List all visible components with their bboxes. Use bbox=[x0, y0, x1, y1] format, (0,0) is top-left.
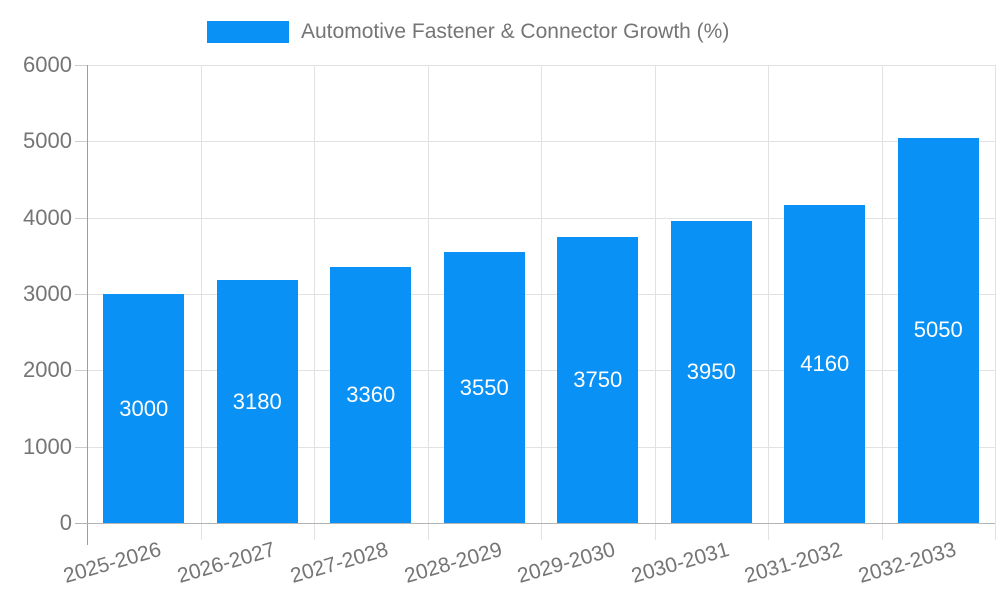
y-tick bbox=[75, 294, 87, 295]
x-axis-label: 2031-2032 bbox=[742, 538, 846, 588]
bar[interactable] bbox=[330, 266, 412, 523]
y-axis-line bbox=[87, 65, 88, 545]
legend: Automotive Fastener & Connector Growth (… bbox=[207, 21, 729, 43]
x-axis-label: 2030-2031 bbox=[628, 538, 732, 588]
x-axis-label: 2026-2027 bbox=[174, 538, 278, 588]
v-gridline bbox=[314, 65, 315, 540]
y-axis-label: 1000 bbox=[23, 433, 72, 459]
v-gridline bbox=[200, 65, 202, 540]
bar[interactable] bbox=[670, 221, 752, 523]
x-axis-baseline bbox=[75, 523, 995, 524]
bar-value-label: 3950 bbox=[686, 359, 736, 385]
legend-swatch bbox=[207, 21, 289, 43]
bar[interactable] bbox=[216, 280, 298, 523]
v-gridline bbox=[881, 65, 883, 540]
bar-value-label: 3180 bbox=[232, 388, 282, 414]
legend-label: Automotive Fastener & Connector Growth (… bbox=[301, 20, 730, 43]
y-tick bbox=[75, 217, 87, 219]
v-gridline bbox=[768, 65, 769, 540]
x-axis-label: 2025-2026 bbox=[61, 538, 165, 588]
v-gridline bbox=[654, 65, 656, 540]
x-axis-label: 2028-2029 bbox=[401, 538, 505, 588]
y-tick bbox=[75, 370, 87, 372]
bar[interactable] bbox=[103, 294, 185, 523]
x-axis-label: 2027-2028 bbox=[288, 538, 392, 588]
bar[interactable] bbox=[897, 137, 979, 523]
x-axis-label: 2032-2033 bbox=[855, 538, 959, 588]
x-axis-label: 2029-2030 bbox=[515, 538, 619, 588]
bar[interactable] bbox=[557, 236, 639, 523]
y-axis-label: 2000 bbox=[23, 357, 72, 383]
bar-value-label: 3360 bbox=[346, 381, 396, 407]
bar-value-label: 3000 bbox=[119, 395, 169, 421]
y-axis-label: 3000 bbox=[23, 281, 72, 306]
y-axis-label: 5000 bbox=[23, 128, 72, 154]
y-tick bbox=[75, 446, 87, 448]
bar[interactable] bbox=[784, 205, 866, 523]
v-gridline bbox=[995, 65, 996, 540]
bar-value-label: 5050 bbox=[913, 317, 963, 343]
y-tick bbox=[75, 141, 87, 143]
v-gridline bbox=[427, 65, 429, 540]
y-axis-label: 0 bbox=[59, 510, 72, 535]
bar[interactable] bbox=[443, 252, 525, 523]
bar-value-label: 3750 bbox=[573, 366, 623, 392]
y-axis-label: 4000 bbox=[23, 204, 72, 230]
bar-value-label: 3550 bbox=[459, 374, 509, 400]
v-gridline bbox=[541, 65, 542, 540]
y-tick bbox=[75, 65, 87, 66]
y-axis-label: 6000 bbox=[23, 52, 72, 77]
bar-value-label: 4160 bbox=[800, 351, 850, 377]
